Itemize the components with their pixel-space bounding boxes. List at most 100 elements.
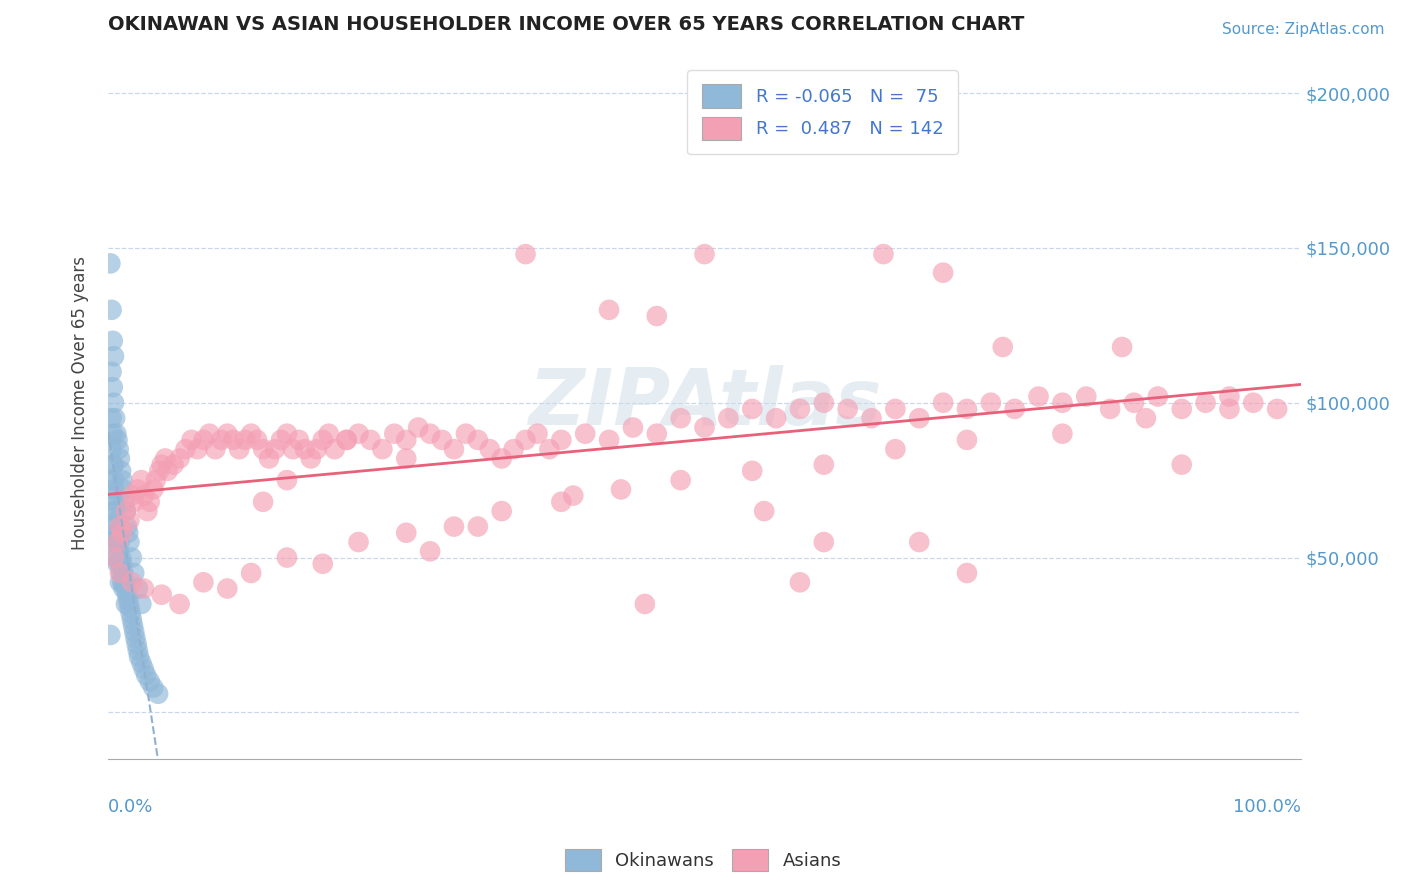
Point xyxy=(101,334,124,348)
Point xyxy=(980,395,1002,409)
Text: Source: ZipAtlas.com: Source: ZipAtlas.com xyxy=(1222,22,1385,37)
Point xyxy=(127,582,149,596)
Point xyxy=(135,668,157,682)
Point xyxy=(837,401,859,416)
Point xyxy=(127,643,149,657)
Point xyxy=(515,247,537,261)
Point xyxy=(550,495,572,509)
Text: 100.0%: 100.0% xyxy=(1233,798,1301,816)
Point xyxy=(114,495,136,509)
Point xyxy=(1028,390,1050,404)
Point xyxy=(105,504,128,518)
Point xyxy=(112,483,135,497)
Point xyxy=(111,473,134,487)
Point xyxy=(932,395,955,409)
Point xyxy=(100,302,122,317)
Point xyxy=(107,433,129,447)
Point xyxy=(741,401,763,416)
Point xyxy=(246,433,269,447)
Point xyxy=(193,575,215,590)
Point xyxy=(538,442,561,457)
Point xyxy=(155,451,177,466)
Point xyxy=(132,489,155,503)
Point xyxy=(104,495,127,509)
Point xyxy=(108,519,131,533)
Point xyxy=(240,566,263,580)
Point xyxy=(146,687,169,701)
Point xyxy=(103,504,125,518)
Point xyxy=(717,411,740,425)
Point xyxy=(121,550,143,565)
Point xyxy=(419,426,441,441)
Point xyxy=(312,557,335,571)
Point xyxy=(752,504,775,518)
Point xyxy=(1123,395,1146,409)
Point xyxy=(347,535,370,549)
Point xyxy=(174,442,197,457)
Point xyxy=(121,489,143,503)
Point xyxy=(395,451,418,466)
Point xyxy=(105,550,128,565)
Point xyxy=(100,473,122,487)
Point xyxy=(122,566,145,580)
Point xyxy=(884,401,907,416)
Point xyxy=(217,426,239,441)
Point xyxy=(491,451,513,466)
Point xyxy=(110,566,132,580)
Point xyxy=(872,247,894,261)
Point xyxy=(645,309,668,323)
Point xyxy=(813,395,835,409)
Point xyxy=(104,535,127,549)
Point xyxy=(693,420,716,434)
Point xyxy=(121,575,143,590)
Point xyxy=(1147,390,1170,404)
Point xyxy=(371,442,394,457)
Point xyxy=(193,433,215,447)
Point xyxy=(132,662,155,676)
Point xyxy=(114,575,136,590)
Point xyxy=(240,426,263,441)
Point xyxy=(1052,395,1074,409)
Point xyxy=(526,426,548,441)
Point xyxy=(150,588,173,602)
Point xyxy=(669,473,692,487)
Point xyxy=(1265,401,1288,416)
Point xyxy=(107,525,129,540)
Point xyxy=(122,624,145,639)
Point xyxy=(118,513,141,527)
Point xyxy=(1218,401,1240,416)
Point xyxy=(180,433,202,447)
Point xyxy=(765,411,787,425)
Point xyxy=(100,442,122,457)
Point xyxy=(100,256,122,270)
Point xyxy=(107,544,129,558)
Point xyxy=(121,612,143,626)
Point xyxy=(574,426,596,441)
Point xyxy=(932,266,955,280)
Point xyxy=(117,525,139,540)
Point xyxy=(550,433,572,447)
Point xyxy=(111,575,134,590)
Point xyxy=(908,411,931,425)
Point xyxy=(124,631,146,645)
Point xyxy=(860,411,883,425)
Point xyxy=(1076,390,1098,404)
Point xyxy=(217,582,239,596)
Point xyxy=(100,411,122,425)
Point xyxy=(1099,401,1122,416)
Point xyxy=(103,550,125,565)
Point xyxy=(107,442,129,457)
Point xyxy=(956,433,979,447)
Point xyxy=(789,401,811,416)
Point xyxy=(103,395,125,409)
Point xyxy=(101,426,124,441)
Point xyxy=(105,525,128,540)
Point xyxy=(105,426,128,441)
Legend: Okinawans, Asians: Okinawans, Asians xyxy=(557,842,849,879)
Point xyxy=(131,473,153,487)
Point xyxy=(359,433,381,447)
Point xyxy=(108,451,131,466)
Point xyxy=(491,504,513,518)
Point xyxy=(562,489,585,503)
Point xyxy=(136,504,159,518)
